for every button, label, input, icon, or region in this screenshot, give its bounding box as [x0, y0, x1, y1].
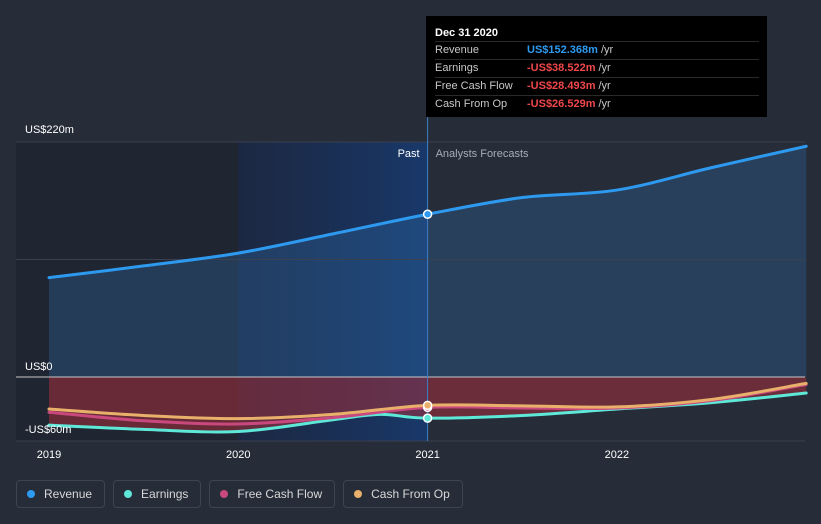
- legend-item-earnings[interactable]: Earnings: [113, 480, 202, 508]
- tooltip-label: Free Cash Flow: [435, 80, 513, 92]
- tooltip-value: -US$26.529m: [527, 98, 596, 110]
- y-tick-label: -US$60m: [25, 424, 71, 436]
- tooltip-value: US$152.368m: [527, 44, 598, 56]
- x-tick-label: 2020: [226, 449, 250, 461]
- legend-item-cash-from-op[interactable]: Cash From Op: [343, 480, 463, 508]
- tooltip: Dec 31 2020 Revenue US$152.368m /yr Earn…: [426, 16, 767, 117]
- point-cash-from-op: [422, 400, 433, 411]
- legend-dot-icon: [27, 490, 35, 498]
- legend: Revenue Earnings Free Cash Flow Cash Fro…: [16, 480, 463, 508]
- x-tick-label: 2022: [605, 449, 629, 461]
- tooltip-date: Dec 31 2020: [435, 27, 498, 39]
- legend-label: Cash From Op: [371, 487, 450, 501]
- tooltip-unit: /yr: [598, 62, 611, 74]
- tooltip-row-free-cash-flow: Free Cash Flow -US$28.493m /yr: [435, 77, 759, 95]
- legend-label: Free Cash Flow: [237, 487, 323, 501]
- legend-dot-icon: [220, 490, 229, 498]
- point-revenue: [422, 209, 433, 219]
- tooltip-row-earnings: Earnings -US$38.522m /yr: [435, 59, 759, 77]
- tooltip-value: -US$28.493m: [527, 80, 596, 92]
- tooltip-unit: /yr: [600, 44, 614, 56]
- tooltip-value: -US$38.522m: [527, 62, 596, 74]
- tooltip-unit: /yr: [598, 98, 611, 110]
- legend-item-free-cash-flow[interactable]: Free Cash Flow: [209, 480, 336, 508]
- legend-dot-icon: [124, 490, 133, 498]
- legend-dot-icon: [354, 490, 363, 498]
- y-tick-label: US$220m: [25, 124, 74, 136]
- x-tick-label: 2019: [37, 449, 61, 461]
- y-tick-label: US$0: [25, 361, 53, 373]
- tooltip-row-revenue: Revenue US$152.368m /yr: [435, 41, 759, 59]
- tooltip-row-cash-from-op: Cash From Op -US$26.529m /yr: [435, 95, 759, 113]
- legend-label: Earnings: [141, 487, 189, 501]
- tooltip-label: Revenue: [435, 44, 480, 56]
- past-label: Past: [398, 148, 420, 160]
- legend-label: Revenue: [44, 487, 93, 501]
- tooltip-label: Earnings: [435, 62, 479, 74]
- x-tick-label: 2021: [415, 449, 439, 461]
- chart: US$220m US$0 -US$60m 2019 2020 2021 2022 Past An…: [16, 117, 808, 461]
- tooltip-unit: /yr: [598, 80, 611, 92]
- legend-item-revenue[interactable]: Revenue: [16, 480, 106, 508]
- forecast-label: Analysts Forecasts: [436, 148, 529, 160]
- tooltip-label: Cash From Op: [435, 98, 508, 110]
- point-earnings: [422, 413, 433, 423]
